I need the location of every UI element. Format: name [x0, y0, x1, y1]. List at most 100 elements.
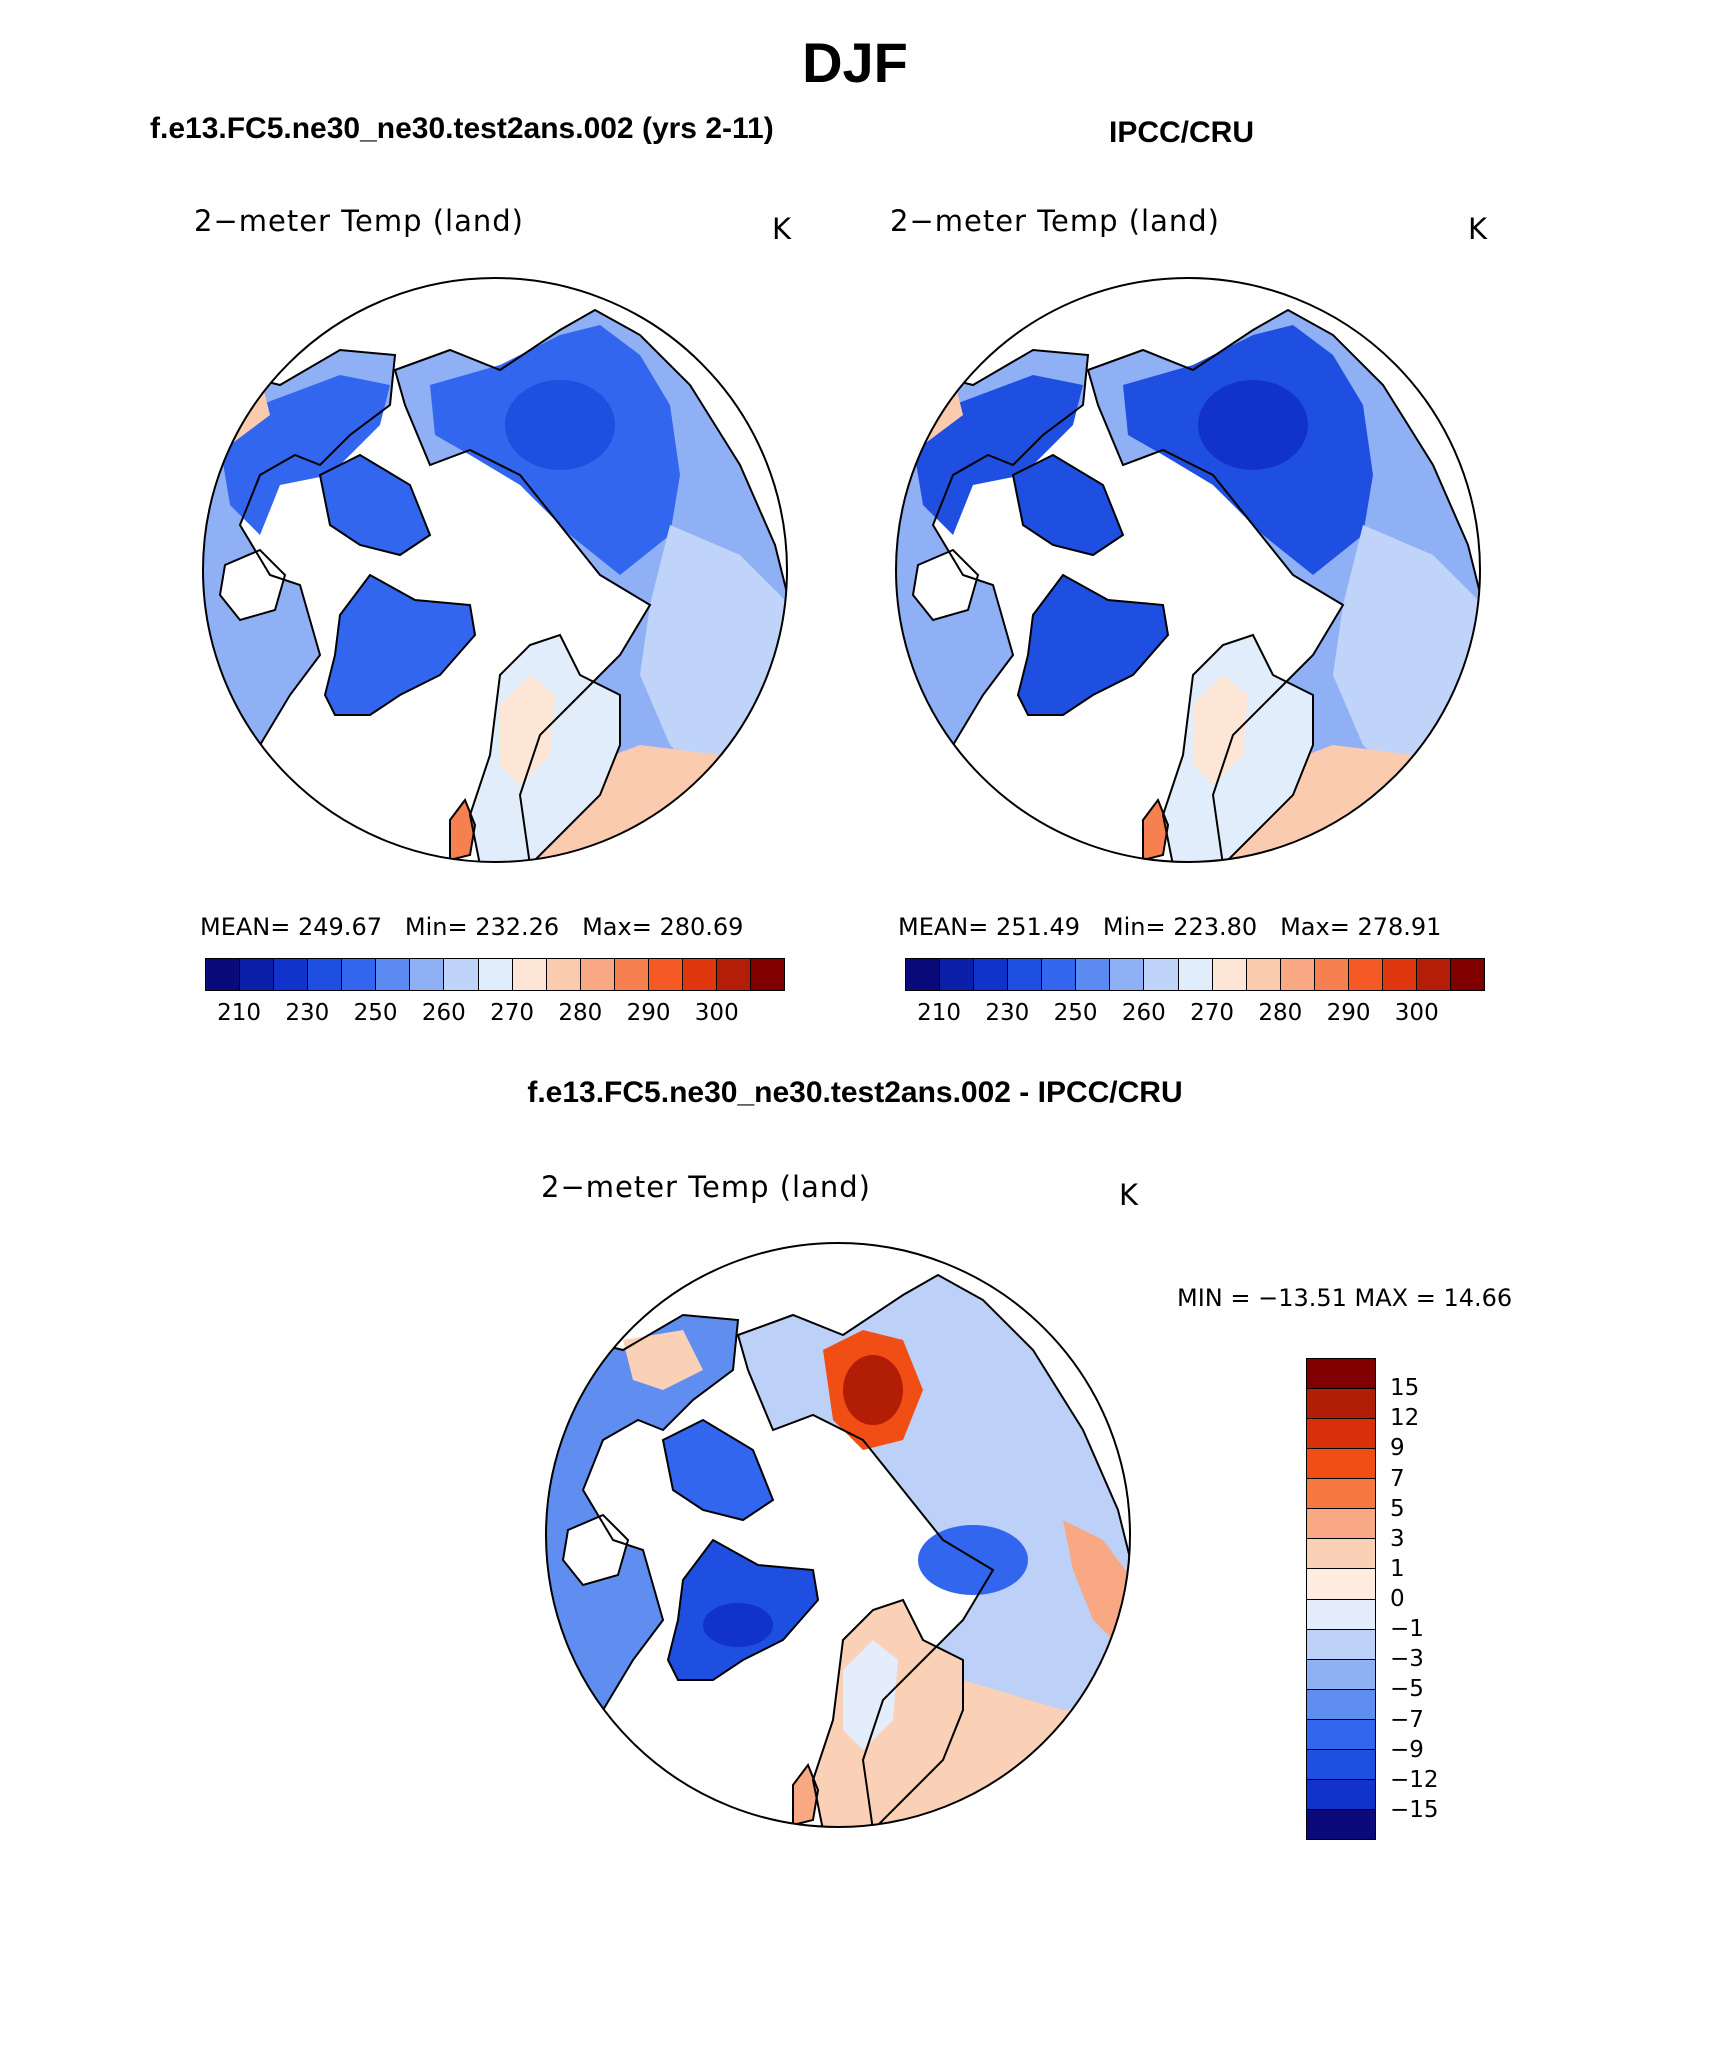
- left-mean-value: 249.67: [298, 913, 382, 941]
- colorbar-swatch: [906, 959, 941, 990]
- diff-hudson-bay: [561, 1513, 630, 1587]
- colorbar-swatch: [1307, 1599, 1375, 1630]
- colorbar-swatch: [444, 959, 479, 990]
- diff-central-cold-fill: [918, 1525, 1028, 1595]
- colorbar-tick-label: −15: [1390, 1796, 1439, 1823]
- coastline-greenland: [1016, 573, 1170, 716]
- land-uk-fill: [450, 800, 475, 860]
- coastline-greenland: [666, 1538, 820, 1681]
- land-uk-fill: [1143, 800, 1168, 860]
- diff-minmax: MIN = −13.51 MAX = 14.66: [1177, 1284, 1513, 1312]
- land-greenland-fill: [1018, 575, 1168, 715]
- right-polar-map: [895, 277, 1481, 863]
- land-siberia-core-fill: [505, 380, 615, 470]
- map-boundary-circle: [202, 277, 788, 863]
- left-stats: MEAN= 249.67 Min= 232.26 Max= 280.69: [200, 913, 743, 941]
- coastline-uk: [1142, 797, 1170, 862]
- colorbar-tick-label: −12: [1390, 1766, 1439, 1793]
- colorbar-tick-label: 270: [1190, 1000, 1234, 1026]
- colorbar-swatch: [410, 959, 445, 990]
- colorbar-swatch: [1307, 1749, 1375, 1780]
- colorbar-swatch: [580, 959, 615, 990]
- left-colorbar: [205, 958, 785, 991]
- coastline-uk: [449, 797, 477, 862]
- right-variable-label: 2−meter Temp (land): [890, 204, 1220, 238]
- colorbar-swatch: [648, 959, 683, 990]
- colorbar-tick-label: 7: [1390, 1465, 1405, 1492]
- diff-archipelago-fill: [663, 1420, 773, 1520]
- colorbar-swatch: [274, 959, 309, 990]
- coastline-archipelago: [318, 453, 432, 557]
- colorbar-swatch: [682, 959, 717, 990]
- colorbar-swatch: [716, 959, 751, 990]
- right-max-label: Max=: [1280, 913, 1350, 941]
- diff-alaska-warm-fill: [623, 1330, 703, 1390]
- colorbar-tick-label: 230: [285, 1000, 330, 1026]
- colorbar-tick-label: 280: [558, 1000, 603, 1026]
- colorbar-tick-label: 280: [1258, 1000, 1303, 1026]
- colorbar-tick-label: 250: [1053, 1000, 1098, 1026]
- colorbar-swatch: [1110, 959, 1145, 990]
- colorbar-tick-label: −9: [1390, 1736, 1424, 1763]
- colorbar-tick-label: −1: [1390, 1616, 1424, 1643]
- colorbar-swatch: [1314, 959, 1349, 990]
- colorbar-swatch: [1307, 1719, 1375, 1750]
- colorbar-swatch: [1307, 1539, 1375, 1570]
- right-min-value: 223.80: [1173, 913, 1258, 941]
- colorbar-tick-label: 210: [917, 1000, 962, 1026]
- left-variable-label: 2−meter Temp (land): [194, 204, 524, 238]
- coastline-asia: [736, 1273, 1130, 1827]
- left-min-value: 232.26: [475, 913, 560, 941]
- left-polar-map: [202, 277, 788, 863]
- colorbar-swatch: [614, 959, 649, 990]
- colorbar-swatch: [342, 959, 377, 990]
- right-stats: MEAN= 251.49 Min= 223.80 Max= 278.91: [898, 913, 1441, 941]
- colorbar-tick-label: −7: [1390, 1706, 1424, 1733]
- right-min-label: Min=: [1102, 913, 1166, 941]
- coastline-asia: [1086, 308, 1480, 862]
- colorbar-swatch: [1144, 959, 1179, 990]
- right-colorbar-ticks: 210 230 250 260 270 280 290 300: [905, 1000, 1485, 1030]
- colorbar-tick-label: 300: [694, 1000, 739, 1026]
- colorbar-swatch: [478, 959, 513, 990]
- coastline-greenland: [323, 573, 477, 716]
- left-min-label: Min=: [404, 913, 468, 941]
- land-scandinavia-fill: [500, 675, 555, 785]
- diff-polar-map: [545, 1242, 1131, 1828]
- colorbar-swatch: [240, 959, 275, 990]
- diff-uk-fill: [793, 1765, 818, 1825]
- colorbar-tick-label: 230: [985, 1000, 1030, 1026]
- colorbar-swatch: [1416, 959, 1451, 990]
- colorbar-swatch: [376, 959, 411, 990]
- left-units-label: K: [772, 212, 793, 246]
- colorbar-swatch: [1307, 1689, 1375, 1720]
- colorbar-swatch: [1280, 959, 1315, 990]
- colorbar-swatch: [1008, 959, 1043, 990]
- right-mean-label: MEAN=: [898, 913, 989, 941]
- colorbar-swatch: [1307, 1779, 1375, 1810]
- colorbar-swatch: [1307, 1359, 1375, 1390]
- land-hudson-bay: [218, 548, 287, 622]
- colorbar-tick-label: 15: [1390, 1375, 1420, 1402]
- coastline-uk: [792, 1762, 820, 1827]
- right-units-label: K: [1468, 212, 1489, 246]
- colorbar-tick-label: 9: [1390, 1435, 1405, 1462]
- left-max-label: Max=: [582, 913, 652, 941]
- land-greenland-fill: [325, 575, 475, 715]
- colorbar-swatch: [1451, 959, 1485, 990]
- colorbar-tick-label: 250: [353, 1000, 398, 1026]
- colorbar-swatch: [974, 959, 1009, 990]
- left-colorbar-ticks: 210 230 250 260 270 280 290 300: [205, 1000, 785, 1030]
- land-archipelago-fill: [320, 455, 430, 555]
- colorbar-tick-label: 260: [1121, 1000, 1166, 1026]
- colorbar-swatch: [1348, 959, 1383, 990]
- left-panel-heading: f.e13.FC5.ne30_ne30.test2ans.002 (yrs 2-…: [150, 112, 774, 145]
- right-max-value: 278.91: [1357, 913, 1442, 941]
- colorbar-tick-label: 290: [1326, 1000, 1371, 1026]
- colorbar-swatch: [1307, 1389, 1375, 1420]
- diff-colorbar-ticks: 15 12 9 7 5 3 1 0 −1 −3 −5 −7 −9 −12 −15: [1390, 1358, 1480, 1840]
- colorbar-swatch: [1307, 1659, 1375, 1690]
- colorbar-swatch: [1307, 1629, 1375, 1660]
- left-mean-label: MEAN=: [200, 913, 291, 941]
- colorbar-swatch: [1307, 1479, 1375, 1510]
